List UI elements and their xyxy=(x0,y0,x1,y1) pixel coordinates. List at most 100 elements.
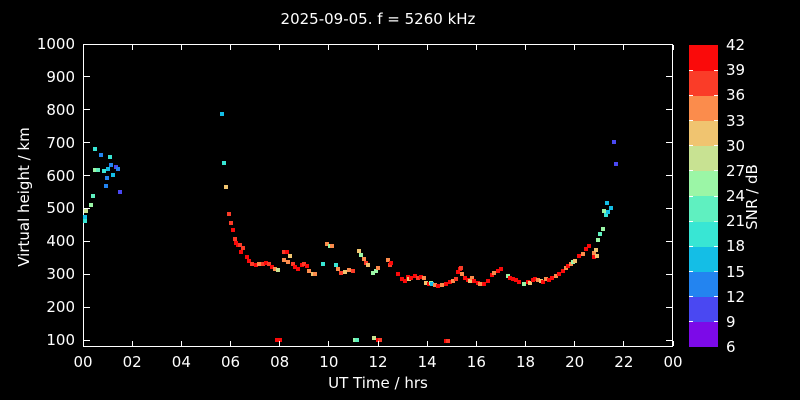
colorbar-tick-label: 33 xyxy=(726,111,746,130)
colorbar-segment xyxy=(689,45,718,71)
data-point xyxy=(254,263,259,268)
data-point xyxy=(273,267,277,272)
colorbar-tick-mirror xyxy=(714,94,718,96)
data-point xyxy=(302,262,307,267)
x-tick xyxy=(672,341,674,346)
data-point xyxy=(445,339,450,344)
data-point xyxy=(403,279,408,284)
data-point xyxy=(603,213,608,218)
x-tick-mirror xyxy=(230,45,231,50)
x-tick-mirror xyxy=(672,45,674,50)
data-point xyxy=(467,279,472,284)
x-tick-mirror xyxy=(82,45,84,50)
data-point xyxy=(338,270,343,275)
data-point xyxy=(101,169,106,173)
data-point xyxy=(450,279,455,284)
data-point xyxy=(238,243,243,248)
data-point xyxy=(566,264,571,269)
data-point xyxy=(285,249,290,254)
x-tick-mirror xyxy=(131,45,133,50)
colorbar-tick-mirror xyxy=(714,296,718,298)
x-tick xyxy=(377,341,379,346)
data-point xyxy=(591,254,596,259)
data-point xyxy=(239,249,244,254)
data-point xyxy=(587,244,592,248)
y-tick xyxy=(84,306,90,308)
data-point xyxy=(463,275,468,280)
data-point xyxy=(106,167,111,172)
data-point xyxy=(492,270,497,275)
colorbar-tick-label: 21 xyxy=(726,212,746,231)
data-point xyxy=(389,261,394,266)
data-point xyxy=(594,253,599,258)
colorbar-tick xyxy=(689,145,693,147)
y-tick-label: 500 xyxy=(46,199,75,218)
x-tick-mirror xyxy=(377,45,379,50)
data-point xyxy=(295,267,300,272)
x-tick-label: 18 xyxy=(515,353,536,371)
data-point xyxy=(421,275,426,280)
colorbar-segment xyxy=(689,271,718,298)
data-point xyxy=(423,281,428,286)
data-point xyxy=(83,219,88,223)
colorbar-tick-mirror xyxy=(714,321,718,323)
y-tick-mirror xyxy=(666,43,672,45)
y-tick xyxy=(84,207,90,209)
data-point xyxy=(453,276,458,281)
colorbar-segment xyxy=(689,120,718,147)
data-point xyxy=(274,338,279,343)
colorbar-segment xyxy=(689,221,718,247)
data-point xyxy=(408,275,413,280)
data-point xyxy=(554,273,558,278)
colorbar-segment xyxy=(689,70,718,96)
x-tick xyxy=(328,341,330,346)
data-point xyxy=(281,249,286,254)
y-tick-mirror xyxy=(666,142,672,144)
colorbar-tick xyxy=(689,220,693,222)
y-tick-label: 200 xyxy=(46,298,75,317)
x-tick-label: 10 xyxy=(319,353,339,371)
x-tick-mirror xyxy=(328,45,330,50)
colorbar-tick-label: 36 xyxy=(726,86,746,105)
y-tick xyxy=(84,142,90,144)
data-point xyxy=(93,168,98,173)
x-tick-mirror xyxy=(279,45,281,50)
y-tick xyxy=(84,273,90,275)
x-tick-label: 06 xyxy=(220,353,241,371)
data-point xyxy=(281,258,286,263)
colorbar-tick-mirror xyxy=(714,145,718,147)
data-point xyxy=(249,262,254,267)
data-point xyxy=(230,228,235,233)
y-tick-label: 900 xyxy=(46,67,75,86)
y-tick-label: 600 xyxy=(46,166,75,185)
colorbar-segment xyxy=(689,246,718,272)
x-tick-mirror xyxy=(426,45,428,50)
data-point xyxy=(320,262,325,267)
data-point xyxy=(448,280,453,285)
x-tick-label: 14 xyxy=(417,353,437,371)
data-point xyxy=(377,338,382,343)
colorbar-tick-mirror xyxy=(714,220,718,222)
colorbar-tick xyxy=(689,170,693,172)
data-point xyxy=(219,112,224,117)
chart-title: 2025-09-05. f = 5260 kHz xyxy=(280,10,476,28)
colorbar-segment xyxy=(689,95,718,121)
data-point xyxy=(395,271,400,276)
y-tick-mirror xyxy=(666,273,672,275)
y-axis-title: Virtual height / km xyxy=(15,127,33,267)
data-point xyxy=(573,259,578,264)
data-point xyxy=(260,262,265,267)
data-point xyxy=(581,252,586,257)
data-point xyxy=(333,263,338,268)
colorbar-tick-mirror xyxy=(714,271,718,272)
data-point xyxy=(498,267,503,272)
x-tick xyxy=(475,341,477,346)
colorbar xyxy=(689,45,718,348)
data-point xyxy=(324,242,329,247)
colorbar-tick xyxy=(689,271,693,272)
data-point xyxy=(386,258,391,263)
data-point xyxy=(495,269,500,274)
data-point xyxy=(561,269,566,274)
data-point xyxy=(93,146,98,151)
colorbar-tick-mirror xyxy=(714,195,718,197)
